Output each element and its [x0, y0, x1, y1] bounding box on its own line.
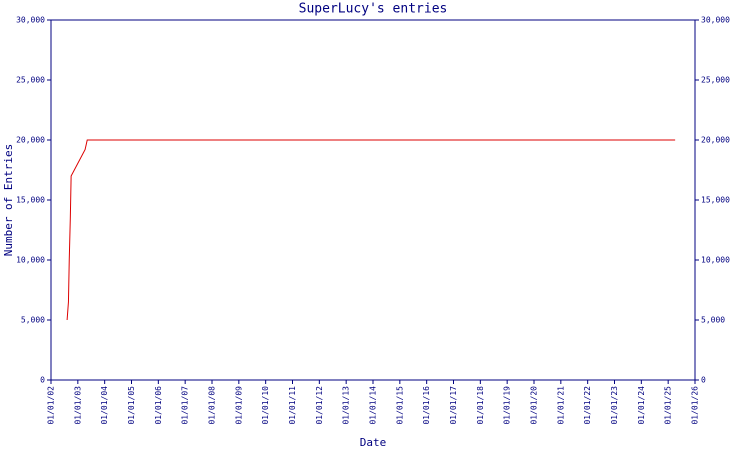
- y2-tick-label: 0: [701, 376, 706, 385]
- x-tick-label: 01/01/11: [288, 386, 297, 425]
- y-tick-label: 0: [40, 376, 45, 385]
- y-tick-label: 5,000: [21, 316, 45, 325]
- chart-title: SuperLucy's entries: [299, 2, 448, 17]
- y2-tick-label: 10,000: [701, 256, 730, 265]
- x-tick-label: 01/01/16: [422, 386, 431, 425]
- y2-tick-label: 30,000: [701, 16, 730, 25]
- x-tick-label: 01/01/06: [154, 386, 163, 425]
- x-tick-label: 01/01/17: [449, 386, 458, 425]
- x-tick-label: 01/01/22: [583, 386, 592, 425]
- x-tick-label: 01/01/04: [100, 386, 109, 425]
- y2-tick-label: 5,000: [701, 316, 725, 325]
- x-tick-label: 01/01/12: [315, 386, 324, 425]
- x-axis-label: Date: [360, 436, 387, 449]
- y-tick-label: 30,000: [16, 16, 45, 25]
- x-tick-label: 01/01/18: [476, 386, 485, 425]
- x-tick-label: 01/01/09: [234, 386, 243, 425]
- x-tick-label: 01/01/21: [556, 386, 565, 425]
- x-tick-label: 01/01/02: [47, 386, 56, 425]
- x-tick-label: 01/01/07: [181, 386, 190, 425]
- y-tick-label: 15,000: [16, 196, 45, 205]
- x-tick-label: 01/01/20: [530, 386, 539, 425]
- x-tick-label: 01/01/08: [208, 386, 217, 425]
- y2-tick-label: 20,000: [701, 136, 730, 145]
- y2-tick-label: 25,000: [701, 76, 730, 85]
- x-tick-label: 01/01/10: [261, 386, 270, 425]
- y-axis-label: Number of Entries: [2, 144, 15, 257]
- y-tick-label: 20,000: [16, 136, 45, 145]
- x-tick-label: 01/01/23: [610, 386, 619, 425]
- x-tick-label: 01/01/24: [637, 386, 646, 425]
- x-tick-label: 01/01/25: [664, 386, 673, 425]
- data-line: [66, 139, 676, 321]
- y-tick-label: 25,000: [16, 76, 45, 85]
- x-tick-label: 01/01/05: [127, 386, 136, 425]
- x-tick-label: 01/01/15: [395, 386, 404, 425]
- y2-tick-label: 15,000: [701, 196, 730, 205]
- x-tick-label: 01/01/14: [369, 386, 378, 425]
- x-tick-label: 01/01/19: [503, 386, 512, 425]
- y-tick-label: 10,000: [16, 256, 45, 265]
- x-tick-label: 01/01/03: [73, 386, 82, 425]
- x-tick-label: 01/01/26: [691, 386, 700, 425]
- x-tick-label: 01/01/13: [342, 386, 351, 425]
